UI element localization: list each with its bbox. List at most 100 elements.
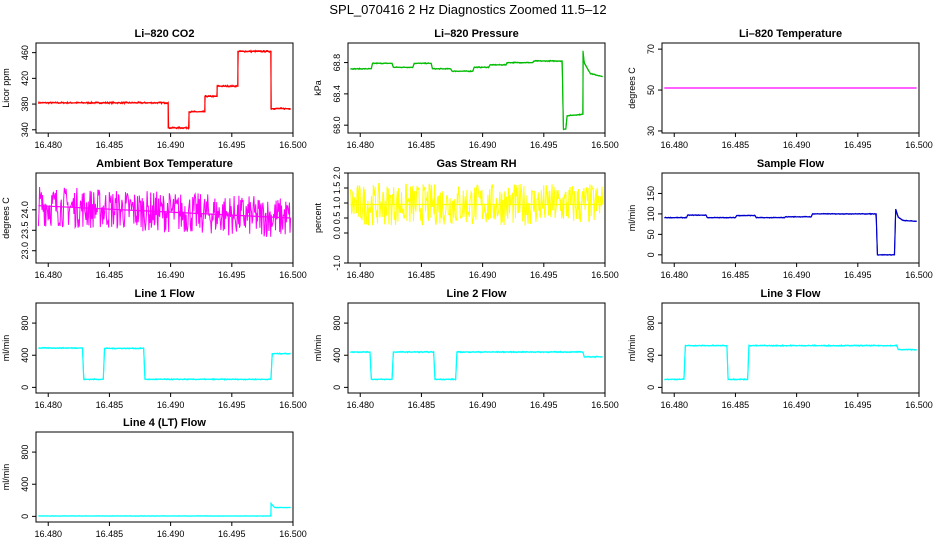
plot-frame bbox=[35, 42, 294, 134]
x-tick-label: 16.495 bbox=[530, 400, 558, 410]
y-tick-label: 30 bbox=[646, 126, 656, 136]
panel-6: Sample Flow ml/min 16.480 16.485 16.490 16.49… bbox=[627, 158, 933, 280]
x-tick-label: 16.490 bbox=[783, 270, 811, 280]
x-tick-label: 16.490 bbox=[157, 529, 185, 539]
x-tick-label: 16.490 bbox=[783, 140, 811, 150]
x-tick-label: 16.480 bbox=[34, 140, 62, 150]
x-tick-label: 16.500 bbox=[905, 400, 933, 410]
x-tick-label: 16.480 bbox=[346, 270, 374, 280]
y-tick-label: 70 bbox=[646, 44, 656, 54]
y-tick-label: 400 bbox=[20, 348, 30, 363]
panel-title: Line 4 (LT) Flow bbox=[123, 417, 206, 429]
y-tick-label: 0 bbox=[646, 385, 656, 390]
x-tick-label: 16.490 bbox=[157, 400, 185, 410]
series-line bbox=[350, 54, 603, 131]
x-tick-label: 16.500 bbox=[591, 140, 619, 150]
series-steps bbox=[38, 205, 291, 219]
panel-title: Line 1 Flow bbox=[135, 288, 195, 300]
series-steps bbox=[38, 501, 291, 517]
y-tick-label: 460 bbox=[20, 45, 30, 60]
x-tick-label: 16.485 bbox=[408, 270, 436, 280]
y-tick-label: 800 bbox=[646, 316, 656, 331]
y-axis-label: degrees C bbox=[627, 67, 637, 109]
series-steps bbox=[38, 50, 291, 129]
x-tick-label: 16.480 bbox=[660, 400, 688, 410]
x-tick-label: 16.490 bbox=[157, 140, 185, 150]
x-tick-label: 16.480 bbox=[660, 270, 688, 280]
y-tick-label: 68.4 bbox=[332, 85, 342, 103]
y-tick-label: 50 bbox=[646, 229, 656, 239]
plot-frame bbox=[661, 42, 920, 134]
x-tick-label: 16.485 bbox=[408, 400, 436, 410]
x-tick-label: 16.490 bbox=[469, 400, 497, 410]
figure-title: SPL_070416 2 Hz Diagnostics Zoomed 11.5–… bbox=[329, 2, 607, 17]
plot-frame bbox=[35, 431, 294, 523]
series-steps bbox=[350, 351, 603, 380]
y-tick-label: 0.5 bbox=[332, 212, 342, 225]
x-tick-label: 16.500 bbox=[279, 140, 307, 150]
y-tick-label: 800 bbox=[20, 316, 30, 331]
y-tick-label: 0 bbox=[332, 385, 342, 390]
y-axis-label: ml/min bbox=[627, 335, 637, 362]
y-tick-label: 400 bbox=[332, 348, 342, 363]
y-tick-label: 800 bbox=[332, 316, 342, 331]
panel-title: Li–820 Pressure bbox=[434, 28, 518, 40]
x-tick-label: 16.500 bbox=[591, 400, 619, 410]
plot-frame bbox=[347, 42, 606, 134]
panel-8: Line 2 Flow ml/min 16.480 16.485 16.490 16.49… bbox=[313, 288, 619, 410]
y-tick-label: 0 bbox=[646, 252, 656, 257]
series-steps bbox=[664, 345, 917, 380]
series-line bbox=[664, 343, 917, 381]
panel-title: Line 2 Flow bbox=[447, 288, 507, 300]
y-tick-label: -1.0 bbox=[332, 255, 342, 271]
y-tick-label: 400 bbox=[20, 477, 30, 492]
panel-title: Gas Stream RH bbox=[436, 158, 516, 170]
x-tick-label: 16.500 bbox=[905, 270, 933, 280]
panel-2: Li–820 Pressure kPa 16.480 16.485 16.490 16.4… bbox=[313, 28, 619, 150]
series-steps bbox=[38, 347, 291, 380]
plot-frame bbox=[35, 172, 294, 264]
x-tick-label: 16.490 bbox=[469, 140, 497, 150]
y-tick-label: 380 bbox=[20, 97, 30, 112]
x-tick-label: 16.495 bbox=[218, 529, 246, 539]
y-axis-label: Licor ppm bbox=[1, 68, 11, 108]
x-tick-label: 16.495 bbox=[218, 270, 246, 280]
x-tick-label: 16.485 bbox=[722, 400, 750, 410]
y-axis-label: ml/min bbox=[1, 335, 11, 362]
panel-10: Line 4 (LT) Flow ml/min 16.480 16.485 16.490… bbox=[1, 417, 307, 539]
x-tick-label: 16.480 bbox=[34, 270, 62, 280]
x-tick-label: 16.500 bbox=[279, 400, 307, 410]
x-tick-label: 16.485 bbox=[408, 140, 436, 150]
series-line bbox=[38, 346, 291, 382]
x-tick-label: 16.500 bbox=[279, 270, 307, 280]
x-tick-label: 16.480 bbox=[34, 400, 62, 410]
x-tick-label: 16.495 bbox=[530, 140, 558, 150]
x-tick-label: 16.485 bbox=[722, 270, 750, 280]
x-tick-label: 16.490 bbox=[469, 270, 497, 280]
x-tick-label: 16.485 bbox=[722, 140, 750, 150]
y-axis-label: ml/min bbox=[627, 205, 637, 232]
panel-title: Li–820 CO2 bbox=[135, 28, 195, 40]
x-tick-label: 16.485 bbox=[96, 270, 124, 280]
series-line bbox=[37, 186, 292, 237]
x-tick-label: 16.495 bbox=[218, 140, 246, 150]
y-tick-label: 400 bbox=[646, 348, 656, 363]
x-tick-label: 16.480 bbox=[346, 140, 374, 150]
x-tick-label: 16.495 bbox=[530, 270, 558, 280]
y-tick-label: 23.5 bbox=[20, 222, 30, 240]
y-tick-label: 1.5 bbox=[332, 182, 342, 195]
panel-1: Li–820 CO2 Licor ppm 16.480 16.485 16.490 16.… bbox=[1, 28, 307, 150]
y-tick-label: 24.0 bbox=[20, 201, 30, 219]
panel-title: Ambient Box Temperature bbox=[96, 158, 233, 170]
y-axis-label: percent bbox=[313, 202, 323, 233]
x-tick-label: 16.485 bbox=[96, 400, 124, 410]
series-steps bbox=[350, 50, 603, 130]
panel-5: Gas Stream RH percent 16.480 16.485 16.490 16… bbox=[313, 158, 619, 280]
x-tick-label: 16.480 bbox=[660, 140, 688, 150]
x-tick-label: 16.495 bbox=[844, 270, 872, 280]
panel-9: Line 3 Flow ml/min 16.480 16.485 16.490 16.49… bbox=[627, 288, 933, 410]
plot-frame bbox=[347, 302, 606, 394]
x-tick-label: 16.480 bbox=[34, 529, 62, 539]
